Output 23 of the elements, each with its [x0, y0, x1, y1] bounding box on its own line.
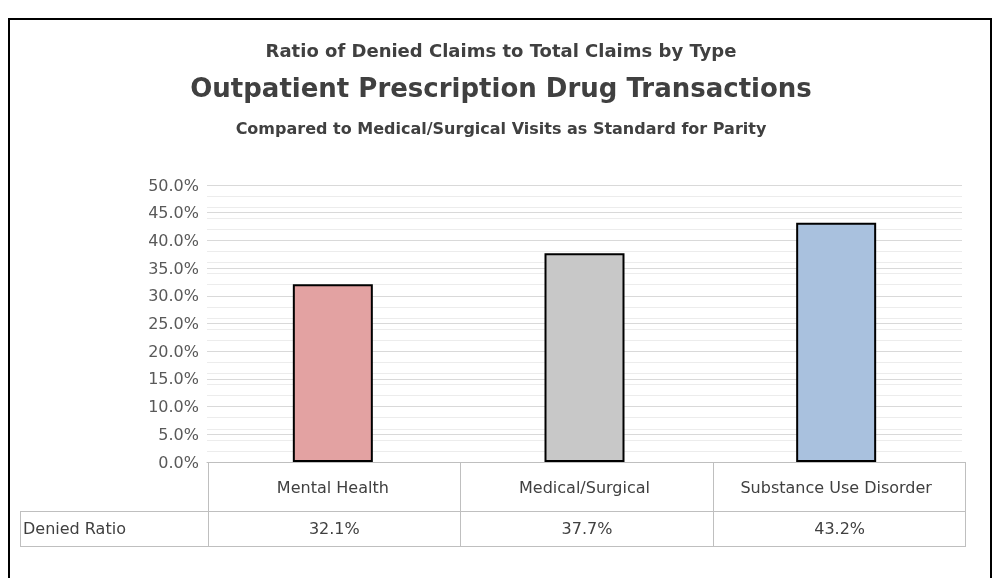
x-tick-label: Mental Health: [276, 477, 389, 497]
y-tick-label: 45.0%: [148, 203, 199, 223]
y-tick-label: 30.0%: [148, 286, 199, 306]
y-tick-label: 40.0%: [148, 230, 199, 250]
bar: [292, 284, 373, 462]
data-label: 32.1%: [208, 511, 461, 546]
data-label: 37.7%: [460, 511, 714, 546]
x-tick-label: Substance Use Disorder: [740, 477, 933, 497]
y-tick-label: 50.0%: [148, 175, 199, 195]
x-tick-label: Medical/Surgical: [519, 477, 650, 497]
y-tick-label: 25.0%: [148, 314, 199, 333]
data-label: 43.2%: [713, 511, 966, 546]
y-tick-label: 0.0%: [158, 452, 199, 472]
y-tick-label: 10.0%: [148, 397, 199, 417]
chart-title: Ratio of Denied Claims to Total Claims by Type: [265, 39, 737, 61]
text: Compared to Medical/Surgical Visits as Standard for Parity: [235, 118, 767, 138]
y-tick-label: 15.0%: [148, 369, 199, 389]
y-tick-label: 5.0%: [158, 424, 199, 444]
y-tick-label: 35.0%: [148, 258, 199, 278]
text: Denied Ratio: [20, 511, 208, 546]
y-tick-label: 20.0%: [148, 341, 199, 361]
chart-subtitle: Outpatient Prescription Drug Transactions: [190, 73, 812, 103]
bar: [796, 222, 877, 462]
